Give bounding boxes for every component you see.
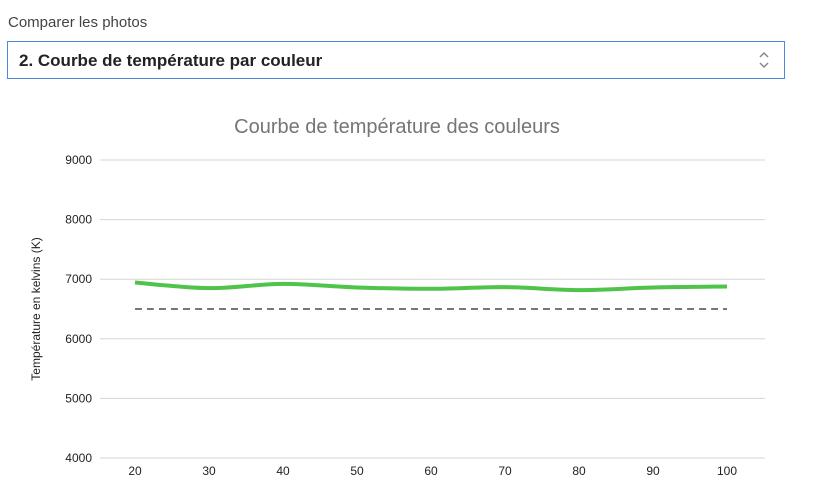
y-axis-label: Température en kelvins (K)	[29, 237, 43, 380]
y-tick-label: 5000	[65, 391, 92, 405]
x-tick-label: 60	[424, 464, 438, 478]
chart-type-select[interactable]: 2. Courbe de température par couleur	[7, 41, 785, 79]
temperature-chart: Courbe de température des couleurs Tempé…	[29, 116, 765, 478]
x-tick-label: 70	[498, 464, 512, 478]
x-tick-label: 40	[276, 464, 290, 478]
y-tick-label: 9000	[65, 153, 92, 167]
chart-title: Courbe de température des couleurs	[234, 116, 560, 138]
x-tick-label: 30	[202, 464, 216, 478]
x-tick-label: 50	[350, 464, 364, 478]
x-tick-label: 20	[128, 464, 142, 478]
y-tick-label: 8000	[65, 213, 92, 227]
chevron-up-down-icon	[759, 51, 769, 69]
x-tick-label: 100	[717, 464, 737, 478]
x-tick-label: 90	[646, 464, 660, 478]
y-tick-label: 4000	[65, 451, 92, 465]
temperature-line	[134, 280, 728, 293]
x-tick-label: 80	[572, 464, 586, 478]
y-tick-label: 6000	[65, 332, 92, 346]
y-tick-label: 7000	[65, 272, 92, 286]
compare-photos-label: Comparer les photos	[8, 14, 148, 31]
selected-value: 2. Courbe de température par couleur	[19, 51, 323, 70]
